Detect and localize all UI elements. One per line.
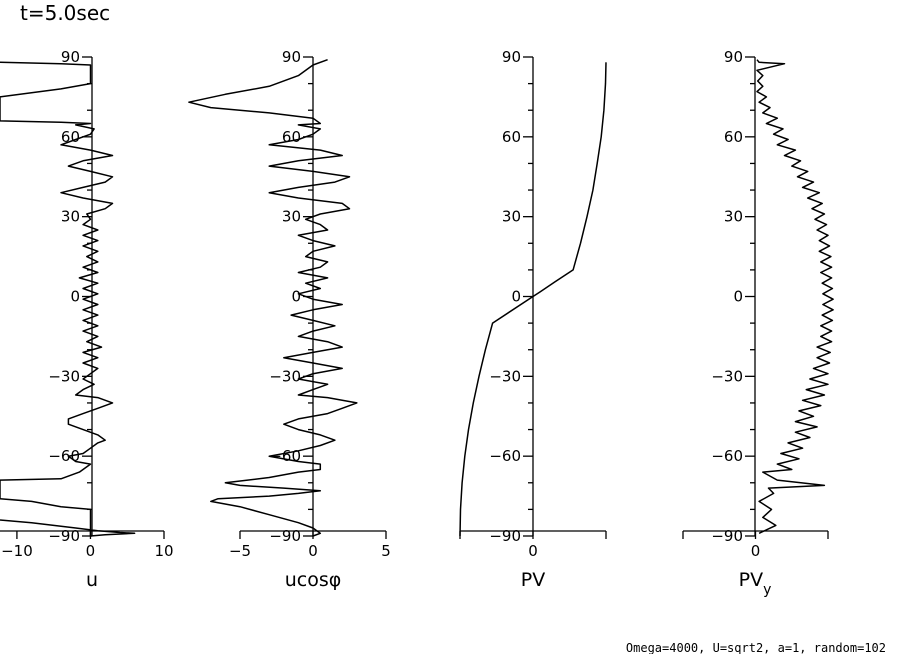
y-tick-label: −60 [269,447,301,465]
series-line-u [0,61,136,537]
x-tick-label: 0 [751,542,761,560]
y-tick-label: 90 [502,48,521,66]
panel-3: 90 60 30 0 −30 −60 −90 0 PV [459,48,607,591]
figure-title: t=5.0sec [20,1,110,25]
y-tick-label: 0 [511,288,521,306]
series-line-pvy [756,59,834,534]
y-tick-label: 30 [61,208,80,226]
x-axis-title: PV [521,569,545,591]
y-tick-label: 30 [502,208,521,226]
x-tick-label: −10 [1,542,33,560]
y-tick-label: −90 [48,527,80,545]
y-tick-label: −90 [269,527,301,545]
y-tick-label: −30 [48,367,80,385]
y-tick-label: 60 [502,128,521,146]
y-tick-label: 90 [61,48,80,66]
y-tick-label: 0 [291,288,301,306]
panel-1: 90 60 30 0 −30 −60 −90 −10 0 10 u [0,48,174,591]
y-tick-label: −90 [711,527,743,545]
y-tick-label: 60 [724,128,743,146]
y-tick-label: 30 [282,208,301,226]
x-axis-title: ucosφ [285,569,342,591]
y-tick-label: 90 [282,48,301,66]
y-tick-label: 0 [70,288,80,306]
x-axis-title: u [86,569,98,591]
y-tick-label: 60 [61,128,80,146]
panel-4: 90 60 30 0 −30 −60 −90 0 PVy [682,48,834,598]
y-tick-label: −60 [711,447,743,465]
x-tick-label: −5 [229,542,251,560]
y-tick-label: 0 [733,288,743,306]
x-tick-label: 5 [381,542,391,560]
y-tick-label: 30 [724,208,743,226]
y-tick-label: −60 [489,447,521,465]
x-axis-title: PVy [739,569,772,598]
y-tick-label: −60 [48,447,80,465]
x-tick-label: 0 [528,542,538,560]
footer-parameters: Omega=4000, U=sqrt2, a=1, random=102 [626,641,886,654]
y-tick-label: −30 [711,367,743,385]
x-tick-label: 10 [154,542,173,560]
y-tick-label: 90 [724,48,743,66]
panel-2: 90 60 30 0 −30 −60 −90 −5 0 5 ucosφ [188,48,391,591]
y-tick-label: −30 [269,367,301,385]
x-tick-label: 0 [308,542,318,560]
y-tick-label: −90 [489,527,521,545]
x-tick-label: 0 [86,542,96,560]
series-line-ucos [188,58,358,537]
series-line-pv [459,62,607,537]
y-tick-label: 60 [282,128,301,146]
y-tick-label: −30 [489,367,521,385]
